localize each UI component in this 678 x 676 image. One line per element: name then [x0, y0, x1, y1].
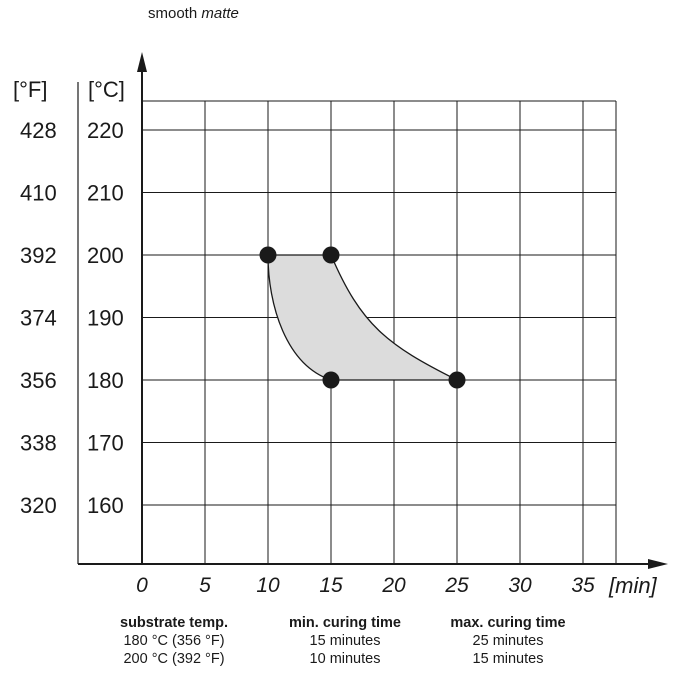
- header-max-curing-time: max. curing time: [450, 615, 566, 631]
- x-tick-label: 20: [381, 574, 406, 597]
- y-tick-fahrenheit: 410: [20, 181, 57, 206]
- y-tick-celsius: 210: [87, 181, 124, 206]
- data-point: [322, 371, 340, 389]
- x-tick-labels: 0 5 10 15 20 25 30 35: [136, 574, 595, 597]
- y-tick-celsius: 180: [87, 368, 124, 393]
- x-tick-label: 30: [508, 574, 532, 597]
- axes: [77, 52, 668, 569]
- table-row: 200 °C (392 °F) 10 minutes 15 minutes: [86, 650, 588, 668]
- y-tick-labels: 428 220 410 210 392 200 374 190 356 180 338 170 320 1…: [20, 118, 124, 518]
- y-tick-celsius: 200: [87, 243, 124, 268]
- y-tick-celsius: 170: [87, 431, 124, 456]
- data-point: [259, 246, 277, 264]
- data-points: [259, 246, 466, 389]
- cell-max: 25 minutes: [472, 633, 544, 649]
- y-tick-fahrenheit: 374: [20, 306, 57, 331]
- x-tick-label: 15: [319, 574, 343, 597]
- y-axis-arrow-icon: [137, 52, 147, 72]
- cell-temp: 200 °C (392 °F): [123, 651, 225, 667]
- header-substrate-temp: substrate temp.: [120, 615, 228, 631]
- y-tick-fahrenheit: 320: [20, 493, 57, 518]
- x-tick-label: 25: [444, 574, 469, 597]
- grid: [142, 100, 617, 564]
- x-tick-label: 5: [199, 574, 211, 597]
- title-prefix: smooth: [148, 5, 198, 22]
- chart-title: smooth matte: [148, 5, 239, 22]
- x-label: [min]: [608, 573, 658, 598]
- x-tick-label: 35: [571, 574, 595, 597]
- y-label-celsius: [°C]: [88, 77, 125, 102]
- y-tick-celsius: 190: [87, 306, 124, 331]
- y-tick-fahrenheit: 356: [20, 368, 57, 393]
- x-tick-label: 10: [256, 574, 280, 597]
- x-tick-label: 0: [136, 574, 148, 597]
- cell-min: 15 minutes: [309, 633, 381, 649]
- cell-temp: 180 °C (356 °F): [123, 633, 225, 649]
- y-tick-celsius: 220: [87, 118, 124, 143]
- y-label-fahrenheit: [°F]: [13, 77, 47, 102]
- data-point: [448, 371, 466, 389]
- table-header-row: substrate temp. min. curing time max. cu…: [86, 614, 588, 632]
- y-tick-fahrenheit: 428: [20, 118, 57, 143]
- x-axis-arrow-icon: [648, 559, 668, 569]
- y-tick-fahrenheit: 392: [20, 243, 57, 268]
- curing-table: substrate temp. min. curing time max. cu…: [86, 614, 588, 668]
- y-tick-fahrenheit: 338: [20, 431, 57, 456]
- data-point: [322, 246, 340, 264]
- y-tick-celsius: 160: [87, 493, 124, 518]
- cell-max: 15 minutes: [472, 651, 544, 667]
- table-row: 180 °C (356 °F) 15 minutes 25 minutes: [86, 632, 588, 650]
- cell-min: 10 minutes: [309, 651, 381, 667]
- header-min-curing-time: min. curing time: [289, 615, 401, 631]
- title-emphasis: matte: [201, 5, 239, 22]
